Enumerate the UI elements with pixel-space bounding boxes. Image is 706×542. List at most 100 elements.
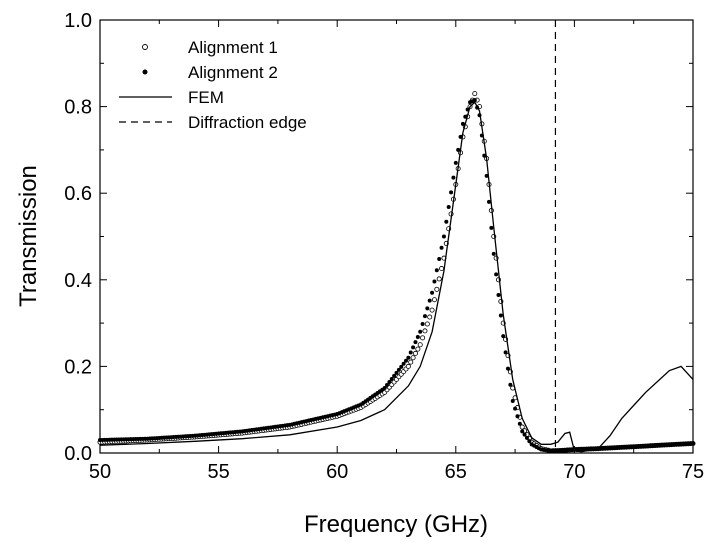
data-point (406, 355, 411, 360)
data-point (439, 245, 444, 250)
data-point (434, 268, 439, 273)
data-point (460, 121, 465, 126)
data-point (411, 345, 416, 350)
data-point (524, 435, 529, 440)
y-tick-label: 0.4 (64, 270, 92, 292)
data-point (691, 441, 695, 446)
legend-label: FEM (188, 88, 224, 107)
data-point (449, 190, 454, 195)
data-point (429, 307, 435, 313)
data-point (446, 205, 451, 210)
data-point (431, 297, 437, 303)
data-point (498, 313, 503, 318)
data-point (420, 335, 426, 341)
legend-marker-alignment-2 (142, 69, 148, 75)
data-point (444, 219, 449, 224)
data-point (496, 292, 501, 297)
data-point (520, 429, 525, 434)
y-tick-label: 0.2 (64, 356, 92, 378)
x-tick-label: 65 (445, 461, 467, 483)
y-tick-label: 1.0 (64, 10, 92, 32)
data-point (401, 361, 406, 366)
data-point (399, 364, 404, 369)
data-point (389, 376, 394, 381)
data-point (510, 399, 515, 404)
legend-label: Alignment 2 (188, 63, 278, 82)
x-tick-label: 60 (326, 461, 348, 483)
data-point (441, 234, 446, 239)
data-point (427, 298, 432, 303)
data-point (484, 173, 489, 178)
data-point (424, 321, 430, 327)
x-tick-label: 75 (682, 461, 704, 483)
data-point (382, 386, 387, 391)
data-point (432, 279, 437, 284)
data-point (463, 114, 468, 119)
data-point (387, 379, 392, 384)
data-point (489, 225, 494, 230)
data-point (494, 272, 499, 277)
data-point (437, 257, 442, 262)
data-point (501, 334, 506, 339)
data-point (408, 359, 414, 365)
y-tick-label: 0.0 (64, 443, 92, 465)
data-point (487, 199, 492, 204)
data-point (412, 350, 418, 356)
data-point (425, 306, 430, 311)
data-point (527, 439, 532, 444)
data-point (408, 350, 413, 355)
data-point (422, 314, 427, 319)
data-point (434, 286, 440, 292)
data-point (385, 383, 390, 388)
data-point (436, 276, 442, 282)
legend-label: Diffraction edge (188, 113, 307, 132)
legend-label: Alignment 1 (188, 38, 278, 57)
series-fem-line (99, 101, 694, 453)
x-tick-label: 55 (207, 461, 229, 483)
data-point (508, 382, 513, 387)
plot-area (97, 19, 696, 454)
data-point (415, 334, 420, 339)
data-point (417, 342, 423, 348)
y-tick-label: 0.6 (64, 183, 92, 205)
series-layer (97, 91, 696, 454)
data-point (413, 340, 418, 345)
data-point (472, 91, 478, 97)
data-point (515, 414, 520, 419)
data-point (415, 346, 421, 352)
plot-frame (99, 19, 694, 454)
data-point (420, 321, 425, 326)
data-point (427, 314, 433, 320)
data-point (517, 421, 522, 426)
data-point (394, 370, 399, 375)
y-axis-label: Transmission (15, 165, 42, 307)
data-point (439, 266, 445, 272)
data-point (519, 424, 525, 430)
series-alignment-2 (98, 98, 695, 453)
x-tick-label: 50 (89, 461, 111, 483)
data-point (403, 358, 408, 363)
data-point (513, 406, 518, 411)
data-point (505, 366, 510, 371)
data-point (430, 290, 435, 295)
data-point (405, 363, 411, 369)
legend-marker-alignment-1 (142, 44, 148, 50)
data-point (482, 153, 487, 158)
legend: Alignment 1 Alignment 2 FEM Diffraction edg… (119, 38, 307, 132)
data-point (418, 329, 423, 334)
axis-ticks (99, 19, 694, 454)
data-point (503, 350, 508, 355)
data-point (422, 328, 428, 334)
series-alignment-1 (97, 91, 696, 454)
data-point (456, 147, 461, 152)
axis-tick-labels: 50 55 60 65 70 75 0.0 0.2 0.4 0.6 0.8 1.0 (64, 10, 704, 483)
data-point (491, 251, 496, 256)
y-tick-label: 0.8 (64, 97, 92, 119)
x-axis-label: Frequency (GHz) (304, 511, 488, 538)
data-point (522, 432, 527, 437)
data-point (410, 355, 416, 361)
x-tick-label: 70 (563, 461, 585, 483)
data-point (472, 98, 477, 103)
data-point (392, 373, 397, 378)
